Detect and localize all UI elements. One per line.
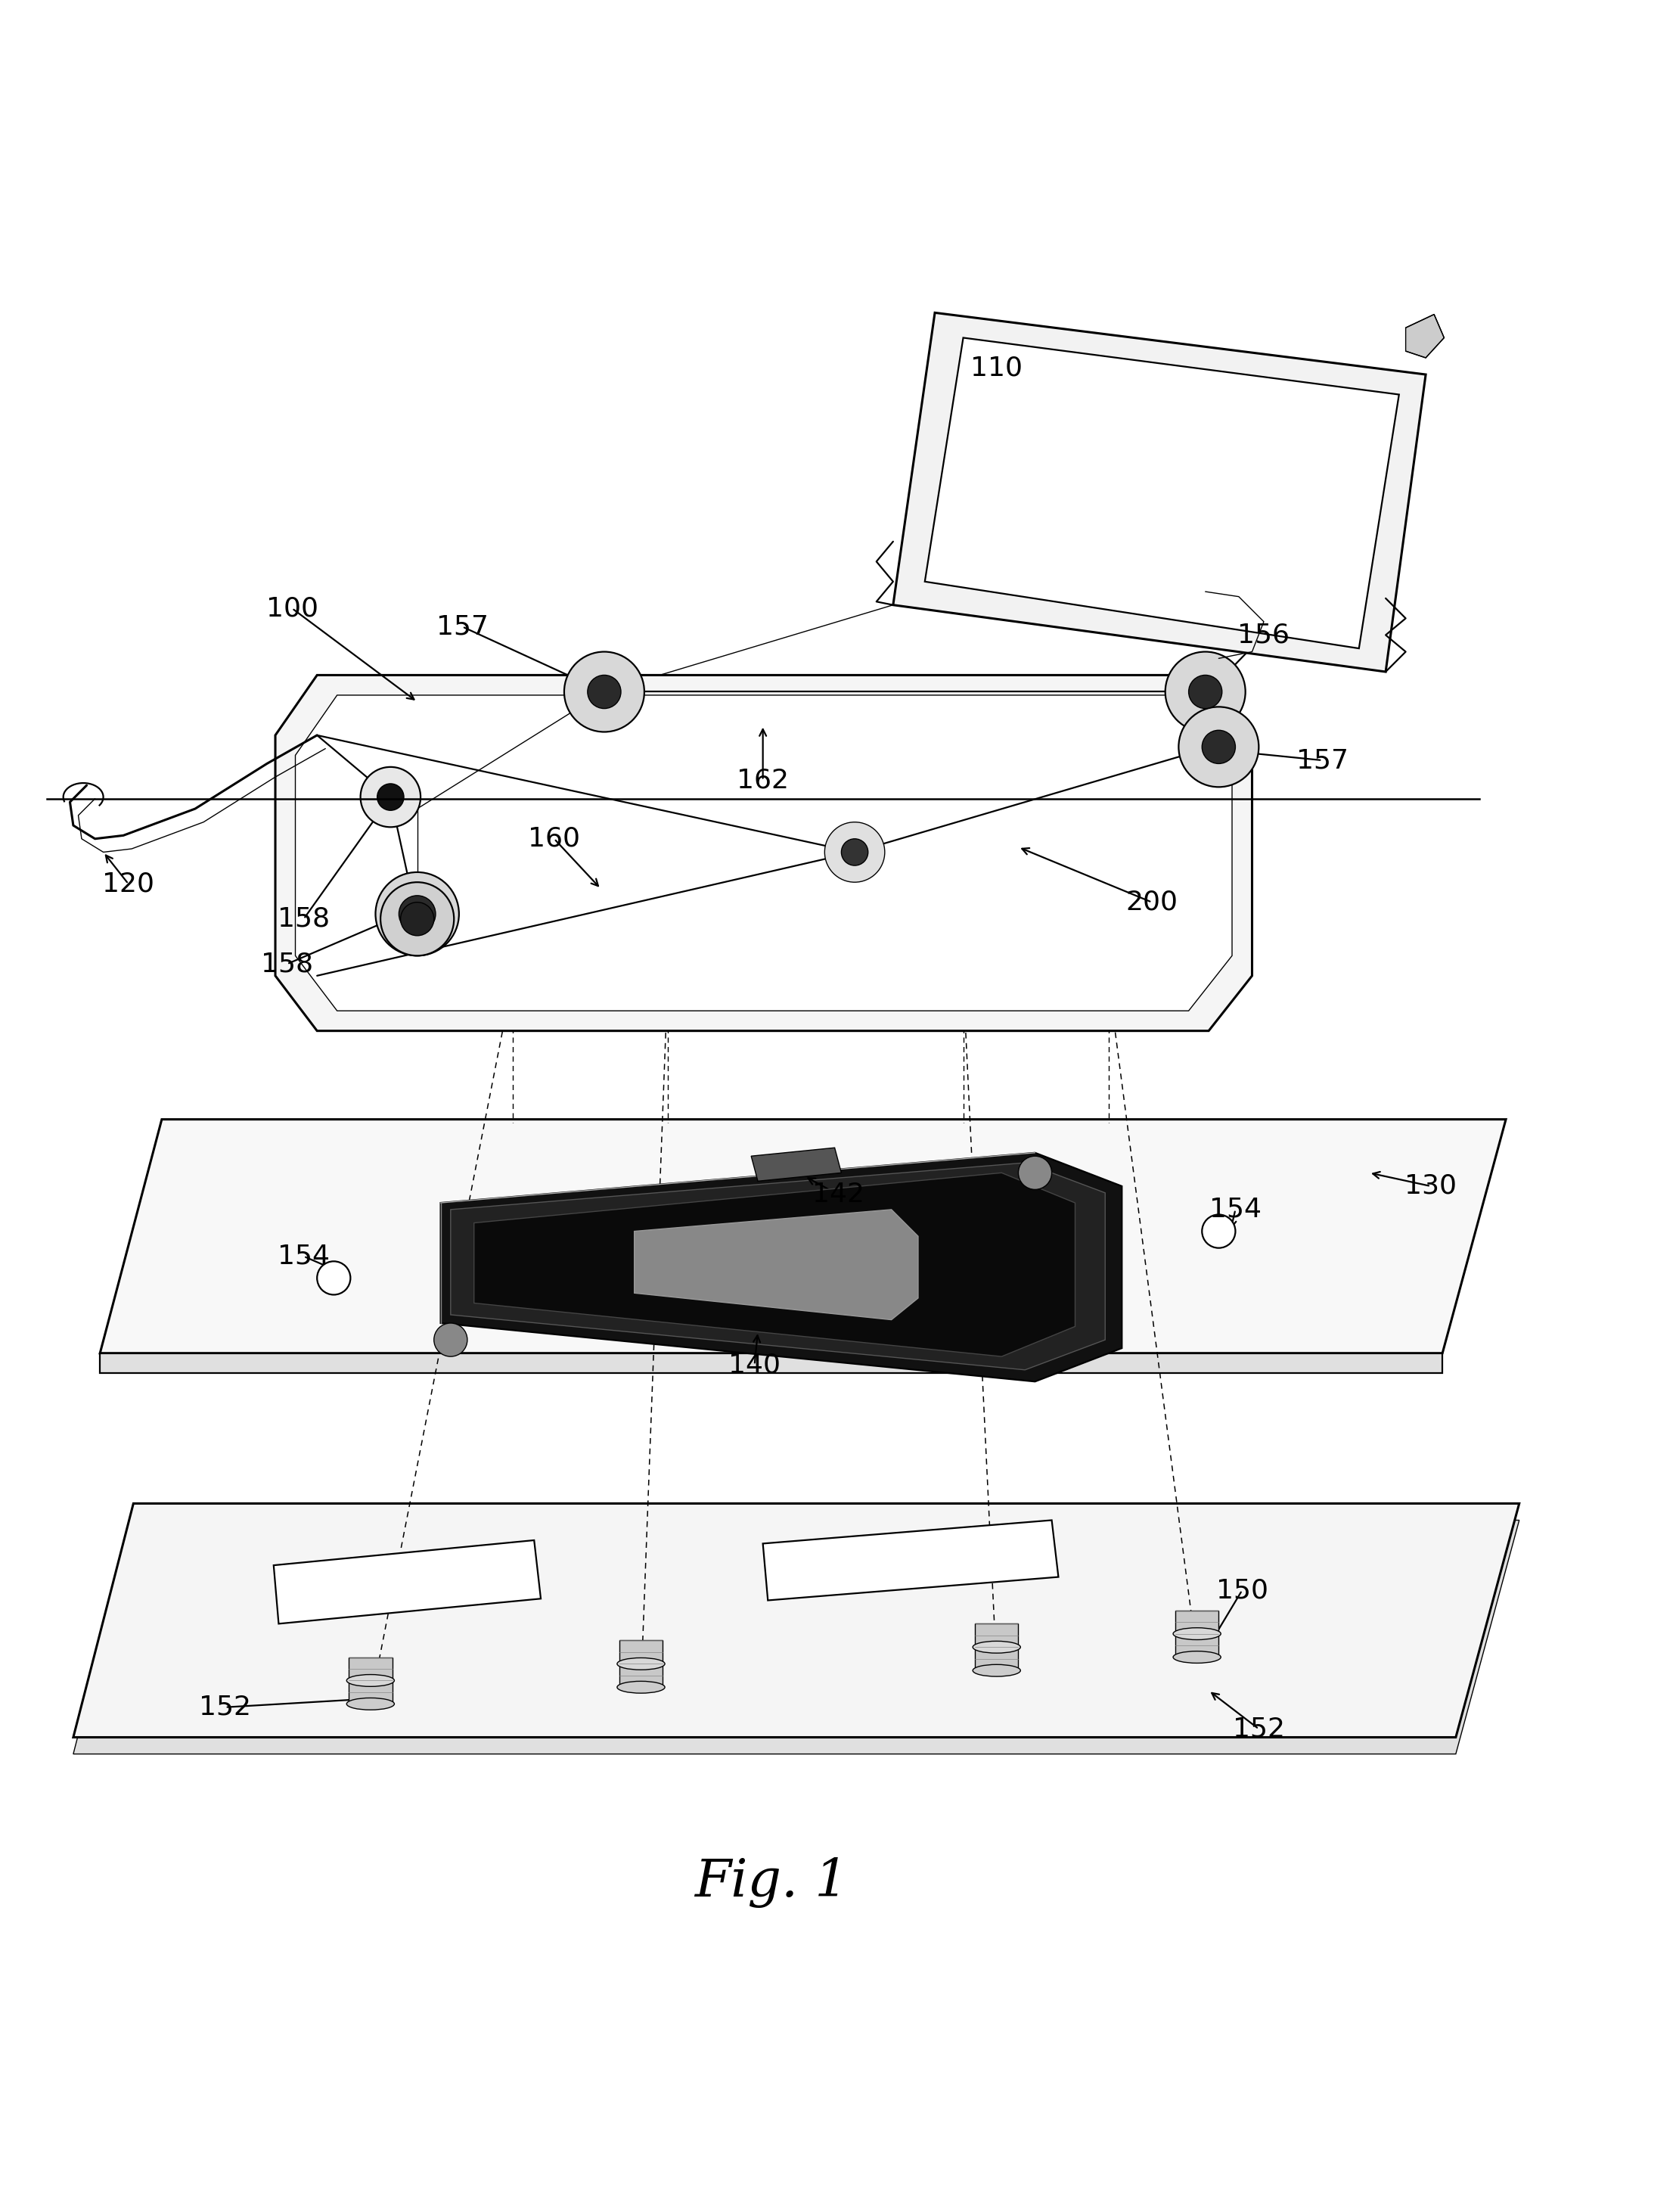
- Text: 200: 200: [1126, 889, 1178, 916]
- Polygon shape: [634, 1210, 918, 1321]
- Text: 130: 130: [1404, 1172, 1456, 1199]
- Circle shape: [825, 823, 885, 883]
- Text: 160: 160: [528, 825, 580, 852]
- Polygon shape: [101, 1119, 1505, 1354]
- Circle shape: [399, 896, 436, 931]
- Polygon shape: [1175, 1610, 1218, 1657]
- Polygon shape: [1406, 314, 1445, 358]
- Text: 142: 142: [811, 1181, 865, 1208]
- Circle shape: [434, 1323, 468, 1356]
- Text: 157: 157: [1296, 748, 1348, 774]
- Circle shape: [377, 783, 404, 810]
- Text: 152: 152: [1232, 1717, 1285, 1741]
- Circle shape: [360, 768, 421, 827]
- Text: 100: 100: [266, 595, 318, 622]
- Polygon shape: [893, 312, 1426, 672]
- Polygon shape: [295, 695, 1232, 1011]
- Ellipse shape: [972, 1641, 1021, 1652]
- Text: 162: 162: [737, 768, 789, 794]
- Polygon shape: [349, 1657, 392, 1703]
- Ellipse shape: [972, 1663, 1021, 1677]
- Text: 158: 158: [278, 907, 330, 931]
- Text: 156: 156: [1237, 622, 1291, 648]
- Polygon shape: [273, 1540, 541, 1624]
- Polygon shape: [925, 338, 1399, 648]
- Ellipse shape: [617, 1681, 665, 1692]
- Polygon shape: [751, 1148, 841, 1181]
- Ellipse shape: [1173, 1650, 1220, 1663]
- Circle shape: [1202, 730, 1235, 763]
- Circle shape: [841, 838, 868, 865]
- Text: 110: 110: [970, 354, 1022, 380]
- Text: 154: 154: [278, 1243, 330, 1270]
- Polygon shape: [275, 675, 1252, 1031]
- Text: 120: 120: [102, 872, 154, 896]
- Ellipse shape: [1173, 1628, 1220, 1639]
- Text: 152: 152: [199, 1694, 251, 1721]
- Circle shape: [1188, 675, 1222, 708]
- Circle shape: [401, 902, 434, 936]
- Text: 157: 157: [436, 613, 488, 639]
- Text: 158: 158: [261, 951, 313, 978]
- Circle shape: [317, 1261, 350, 1294]
- Polygon shape: [74, 1504, 1518, 1736]
- Polygon shape: [451, 1164, 1104, 1369]
- Circle shape: [375, 872, 459, 956]
- Circle shape: [565, 653, 644, 732]
- Ellipse shape: [617, 1657, 665, 1670]
- Ellipse shape: [347, 1699, 394, 1710]
- Polygon shape: [763, 1520, 1059, 1599]
- Text: 154: 154: [1210, 1197, 1262, 1223]
- Polygon shape: [618, 1641, 662, 1688]
- Polygon shape: [441, 1152, 1121, 1382]
- Ellipse shape: [347, 1674, 394, 1686]
- Text: 140: 140: [729, 1352, 781, 1378]
- Text: Fig. 1: Fig. 1: [694, 1858, 848, 1909]
- Polygon shape: [975, 1624, 1019, 1670]
- Circle shape: [1178, 708, 1259, 787]
- Circle shape: [380, 883, 454, 956]
- Text: 150: 150: [1217, 1577, 1269, 1604]
- Polygon shape: [74, 1520, 1518, 1754]
- Polygon shape: [101, 1354, 1443, 1374]
- Circle shape: [1165, 653, 1245, 732]
- Polygon shape: [474, 1172, 1074, 1356]
- Circle shape: [1019, 1157, 1053, 1190]
- Circle shape: [588, 675, 620, 708]
- Circle shape: [1202, 1214, 1235, 1248]
